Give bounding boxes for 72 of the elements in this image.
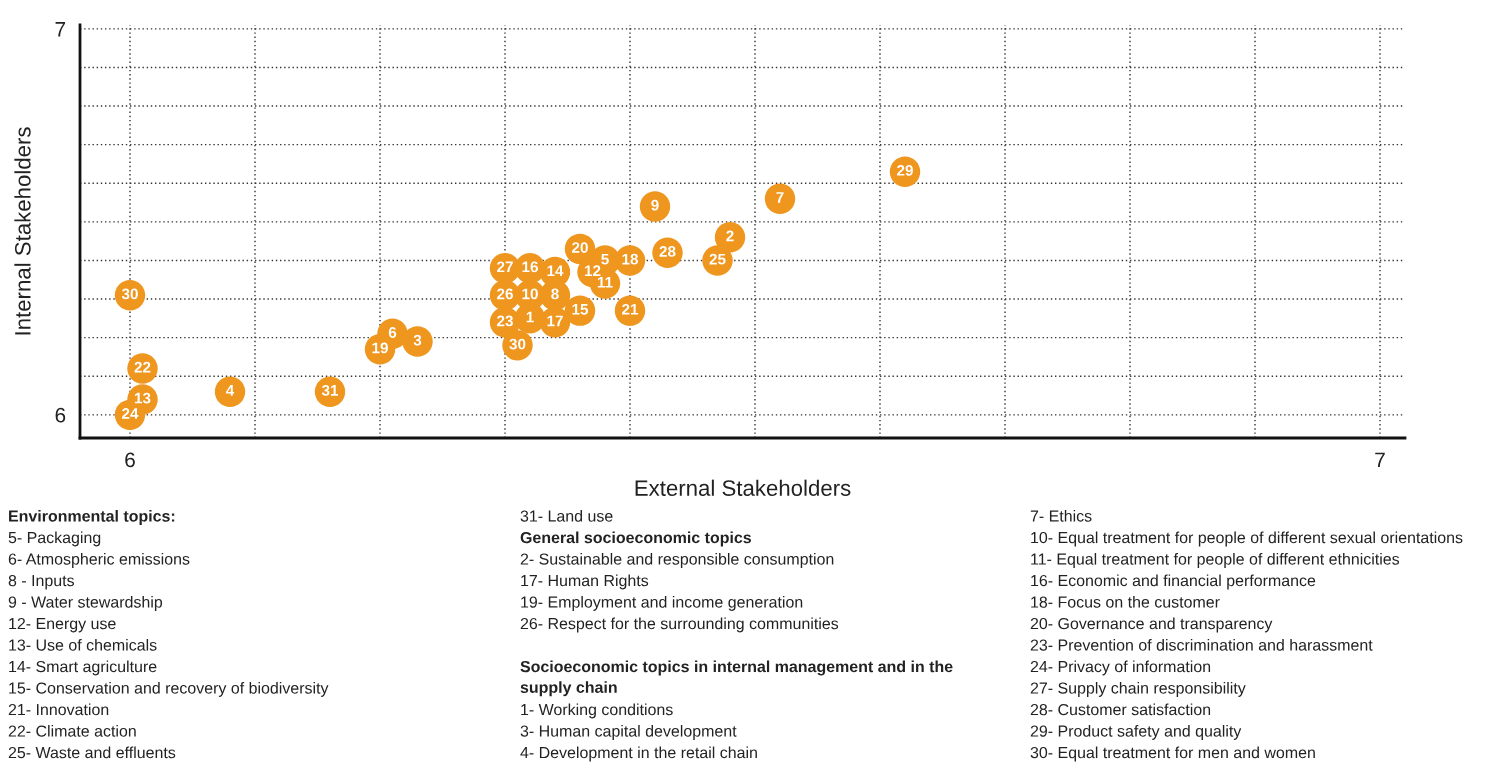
series-label: 30 [509,338,526,350]
y-axis-title: Internal Stakeholders [14,127,31,335]
series-label: 22 [134,361,151,373]
text: 30- Equal treatment for men and women [1030,746,1315,762]
text: 20- Governance and transparency [1030,617,1273,633]
point [402,326,433,357]
series-label: 15 [572,304,589,315]
text: 10- Equal treatment for people of different sexual orientations [1031,531,1463,547]
series-label: 8 [551,288,559,300]
text: 2- Sustainable and responsible consumption [520,553,834,568]
series-label: 19 [372,342,388,354]
text: 23- Prevention of discrimination and harassment [1030,639,1373,651]
series-label: 17 [547,315,563,327]
x-axis-title: External Stakeholders [635,479,851,496]
text: 14- Smart agriculture [9,660,157,676]
text: 7- Ethics [1030,510,1092,522]
text: 12- Energy use [9,617,116,633]
text: 13- Use of chemicals [9,639,157,651]
text: 8 - Inputs [8,574,75,590]
text: Socioeconomic topics in internal management and in the supply chain [520,660,953,697]
series-label: 10 [522,288,538,300]
series-label: 5 [601,253,609,265]
series-label: 1 [526,311,534,323]
text: 3- Human capital development [520,725,737,740]
text: 9 - Water stewardship [8,596,163,611]
text: 18- Focus on the customer [1031,596,1220,608]
text: 25- Waste and effluents [8,746,176,759]
series-label: 20 [572,242,588,253]
point [764,183,796,214]
text: 28- Customer satisfaction [1030,703,1211,716]
text: 11- Equal treatment for people of different ethnicities [1031,553,1400,568]
series-label: 21 [622,303,639,315]
series-label: 16 [522,261,538,273]
text: 6- Atmospheric emissions [8,553,190,568]
point [639,191,671,222]
series-label: 13 [134,392,151,404]
text: 15- Conservation and recovery of biodiversity [9,682,329,697]
series-label: 24 [122,408,139,419]
text: 17- Human Rights [521,574,649,590]
series-label: 4 [225,385,235,396]
text: General socioeconomic topics [520,531,752,547]
series-label: 30 [121,288,138,300]
series-label: 31 [321,384,339,396]
text: 31- Land use [520,510,613,522]
text: 4- Development in the retail chain [520,746,757,762]
text: 27- Supply chain responsibility [1030,682,1246,697]
series-label: 11 [597,277,613,288]
text: Environmental topics: [9,510,175,525]
series-label: 28 [659,246,676,257]
series-label: 2 [726,230,734,242]
series-label: 29 [897,164,913,176]
series-label: 12 [584,265,601,276]
series-label: 23 [497,315,513,327]
text: 21- Innovation [8,703,109,716]
text: 19- Employment and income generation [521,596,803,611]
series-label: 9 [651,199,659,211]
text: 22- Climate action [8,725,136,737]
text: 24- Privacy of information [1030,660,1211,676]
text: 26- Respect for the surrounding communities [520,617,839,633]
series-label: 25 [709,253,726,265]
series-label: 14 [547,265,564,276]
series-label: 18 [622,253,639,265]
text: 5- Packaging [8,531,101,547]
series-label: 7 [776,192,784,203]
series-label: 3 [413,334,422,346]
text: 1- Working conditions [521,703,673,719]
text: 29- Product safety and quality [1030,725,1242,740]
series-label: 27 [497,261,513,273]
series-label: 26 [497,288,513,300]
text: 16- Economic and financial performance [1031,574,1316,590]
point [214,376,246,407]
series-label: 6 [388,327,397,338]
